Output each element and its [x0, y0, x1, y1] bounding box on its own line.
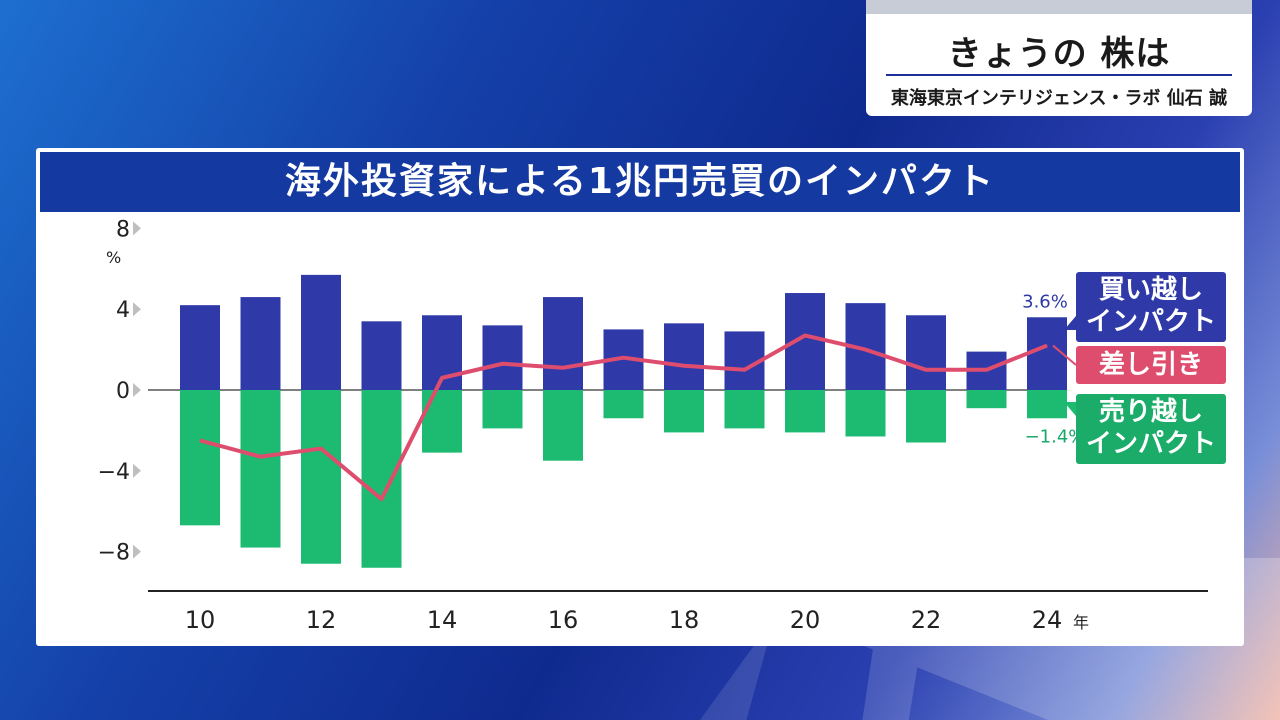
net-legend-connector [1052, 344, 1077, 366]
net-line-point [1046, 345, 1048, 347]
net-line-point [441, 377, 443, 379]
buy-bar [301, 274, 341, 390]
net-line-point [986, 369, 987, 371]
net-line-point [502, 363, 503, 365]
net-line-point [320, 448, 322, 450]
net-line-point [562, 367, 564, 369]
net-line-point [804, 334, 806, 336]
legend-buy-pointer [1064, 316, 1076, 330]
y-tick-marker [133, 383, 141, 397]
net-line-point [623, 357, 624, 359]
legend-buy-impact: 買い越し インパクト [1076, 272, 1226, 342]
sell-bar [240, 390, 281, 548]
buy-bar [240, 297, 281, 390]
sell-bar [603, 390, 644, 419]
net-line-point [683, 365, 685, 367]
x-tick-label: 22 [911, 606, 942, 634]
x-tick-label: 24 [1032, 606, 1063, 634]
net-line-point [865, 349, 866, 351]
sell-bar [422, 390, 462, 453]
sell-bar [664, 390, 704, 433]
impact-bar-chart: 8 4 0 −4 −8% 3.6% −1.4% 10 12 14 16 18 20 22 24 年 [98, 217, 1208, 634]
buy-bar [180, 305, 220, 390]
y-tick-label: 4 [116, 298, 130, 323]
buy-bar [664, 323, 704, 390]
buy-bar [906, 315, 946, 390]
y-tick-marker [133, 302, 141, 317]
legend-sell-impact: 売り越し インパクト [1076, 394, 1226, 464]
y-tick-marker [133, 544, 141, 559]
legend-buy-line1: 買い越し [1098, 275, 1203, 305]
x-tick-label: 20 [790, 606, 821, 634]
legend-buy-line2: インパクト [1085, 307, 1216, 337]
buy-data-label: 3.6% [1022, 291, 1068, 312]
y-tick-marker [133, 463, 141, 478]
buy-bar [361, 321, 402, 390]
net-line-point [925, 369, 927, 371]
buy-bar [482, 325, 523, 390]
sell-bar [361, 390, 402, 568]
y-tick-label: −8 [98, 541, 130, 566]
legend-sell-line1: 売り越し [1098, 397, 1203, 427]
chart-panel: 海外投資家による1兆円売買のインパクト 8 4 0 −4 −8% 3.6% −1.4% 10 1… [36, 148, 1244, 646]
net-line-point [260, 456, 261, 458]
y-tick-label: 0 [116, 379, 130, 404]
y-tick-label: 8 [116, 217, 130, 242]
sell-bar [543, 390, 583, 461]
sell-bar [724, 390, 765, 429]
y-unit-label: % [106, 248, 121, 267]
sell-bar [966, 390, 1007, 409]
x-tick-label: 16 [548, 606, 579, 634]
net-line-point [199, 440, 201, 441]
presenter-name: 東海東京インテリジェンス・ラボ 仙石 誠 [890, 88, 1228, 109]
sell-bar [785, 390, 825, 433]
legend-sell-pointer [1064, 402, 1076, 416]
sell-bar [1027, 390, 1067, 419]
chart-title: 海外投資家による1兆円売買のインパクト [40, 152, 1240, 212]
x-tick-label: 12 [306, 606, 337, 634]
sell-bar [180, 390, 220, 526]
sell-bar [482, 390, 523, 429]
sell-bar [906, 390, 946, 443]
y-tick-label: −4 [98, 460, 130, 485]
y-tick-marker [133, 221, 141, 236]
x-unit-label: 年 [1073, 613, 1089, 632]
net-line-point [381, 498, 382, 500]
title-card-topbar [866, 0, 1252, 14]
program-title: きょうの 株は [947, 34, 1171, 74]
title-divider [886, 74, 1232, 76]
legend-net-difference: 差し引き [1076, 346, 1226, 384]
net-line-point [744, 369, 745, 371]
sell-bar [845, 390, 886, 437]
legend-sell-line2: インパクト [1085, 429, 1216, 459]
sell-data-label: −1.4% [1025, 426, 1086, 447]
x-tick-label: 18 [669, 606, 700, 634]
program-title-card: きょうの 株は 東海東京インテリジェンス・ラボ 仙石 誠 [866, 0, 1252, 116]
buy-bar [543, 297, 583, 390]
x-tick-label: 14 [427, 606, 458, 634]
sell-bar [301, 390, 341, 564]
buy-bar [1027, 317, 1067, 390]
x-tick-label: 10 [185, 606, 216, 634]
